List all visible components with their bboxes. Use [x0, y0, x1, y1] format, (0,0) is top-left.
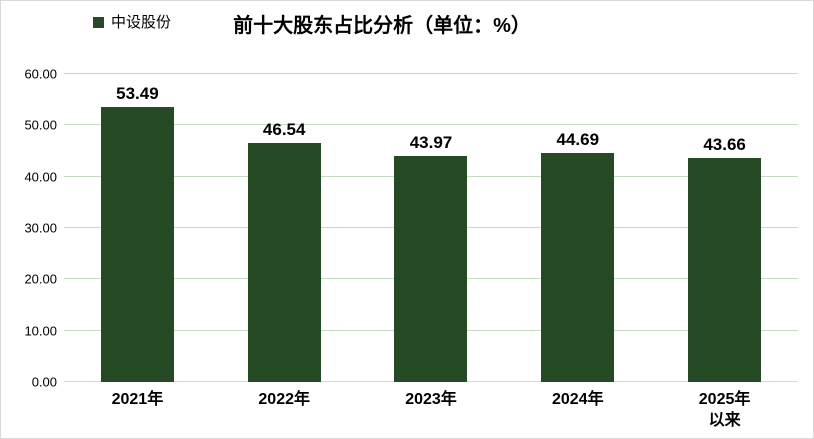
- bar-value-label: 53.49: [116, 84, 159, 104]
- bar-2025年以来: [688, 157, 762, 382]
- bar-group: 44.69 2024年: [504, 74, 651, 408]
- bar-2024年: [541, 152, 615, 382]
- gridline: [64, 124, 798, 126]
- y-axis-tick-label: 20.00: [24, 271, 57, 287]
- legend-series-label: 中设股份: [111, 14, 172, 31]
- x-axis-category-label: 2021年: [111, 391, 164, 408]
- bar-group: 46.54 2022年: [211, 74, 358, 408]
- chart-title: 前十大股东占比分析（单位：%）: [233, 15, 531, 37]
- y-axis-tick-label: 30.00: [24, 220, 57, 236]
- bar-group: 43.66 2025年 以来: [651, 74, 798, 429]
- gridline: [64, 73, 798, 74]
- legend-swatch-icon: [93, 17, 104, 28]
- bar-value-label: 44.69: [556, 129, 600, 149]
- x-axis-category-label: 2024年: [551, 391, 604, 408]
- y-axis-tick-label: 40.00: [24, 169, 57, 185]
- y-axis-tick-label: 60.00: [24, 66, 57, 82]
- bar-group: 53.49 2021年: [64, 74, 211, 408]
- plot-area: 60.00 50.00 40.00 30.00 20.00 10.00 0.00 53.49 2…: [24, 68, 798, 429]
- x-axis-category-label: 2023年: [405, 391, 457, 408]
- y-axis-tick-label: 10.00: [24, 323, 57, 339]
- bar-value-label: 46.54: [262, 120, 306, 140]
- bar-2023年: [394, 156, 468, 382]
- bar-2021年: [100, 107, 174, 382]
- y-axis-tick-label: 50.00: [24, 117, 57, 133]
- bar-series: 53.49 2021年 46.54 2022年 43.97 2023年 44.69 2024年…: [64, 74, 798, 429]
- bar-2022年: [247, 143, 321, 382]
- x-axis-category-label: 2022年: [258, 391, 310, 408]
- legend: 中设股份: [93, 15, 171, 30]
- bar-value-label: 43.97: [409, 133, 453, 153]
- y-axis-tick-label: 0.00: [31, 374, 57, 390]
- x-axis-category-label: 2025年 以来: [698, 391, 751, 429]
- bar-value-label: 43.66: [703, 134, 746, 154]
- bar-group: 43.97 2023年: [358, 74, 505, 408]
